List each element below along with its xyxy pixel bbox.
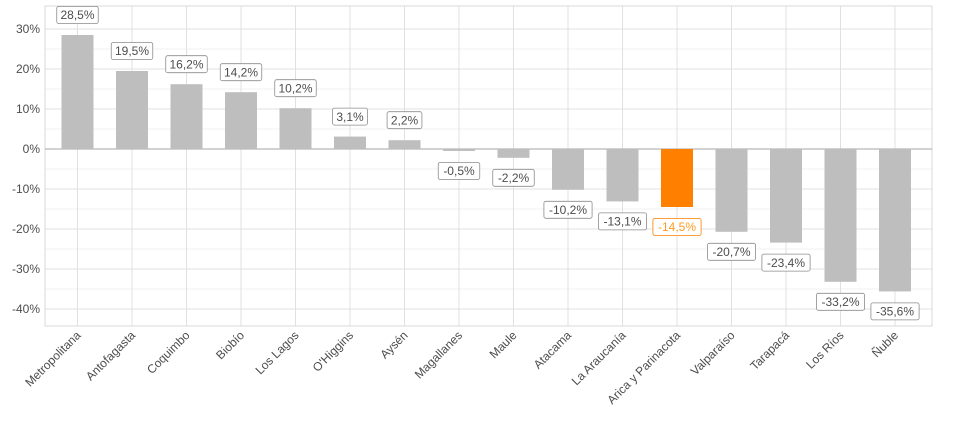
x-axis: Metropolitana Antofagasta Coquimbo Biobío Lo… [22, 328, 901, 407]
data-label-box [870, 302, 920, 321]
y-tick-label: -40% [12, 302, 40, 316]
x-tick-label: Los Lagos [253, 328, 302, 377]
data-label: -35,6% [870, 302, 920, 321]
data-label-box [492, 168, 535, 187]
x-tick-label: La Araucanía [569, 328, 629, 388]
x-tick-label: Biobío [213, 328, 247, 362]
data-label-box [761, 253, 811, 272]
y-axis: 30% 20% 10% 0% -10% -20% -30% -40% [12, 22, 40, 316]
data-label-text: -10,2% [549, 203, 587, 217]
x-tick-label: Coquimbo [144, 328, 193, 377]
data-label-text: 19,5% [115, 44, 149, 58]
bar [225, 92, 257, 149]
data-label-text: 14,2% [224, 65, 258, 79]
bar [606, 149, 639, 202]
data-label-text: 3,1% [336, 110, 364, 124]
data-label: 28,5% [56, 6, 99, 24]
bar [170, 84, 203, 149]
y-tick-label: 30% [16, 22, 40, 36]
data-label: 10,2% [274, 79, 317, 98]
x-tick-label: Atacama [531, 328, 575, 372]
x-tick-label: Los Ríos [803, 328, 846, 371]
bars [61, 35, 911, 292]
data-label-text: -0,5% [443, 164, 475, 178]
data-label-box [56, 6, 99, 24]
data-label-text: 16,2% [169, 57, 203, 71]
bar [116, 71, 148, 149]
bar [279, 108, 312, 149]
data-label: -23,4% [761, 253, 811, 272]
y-tick-label: 20% [16, 62, 40, 76]
plot-panel-border [44, 5, 933, 327]
data-label: 19,5% [110, 42, 154, 60]
bar [61, 35, 94, 149]
data-label-box [110, 42, 154, 60]
data-label-box [543, 200, 593, 219]
x-tick-label: O'Higgins [310, 328, 356, 374]
data-label-box [165, 55, 208, 74]
x-tick-label: Magallanes [412, 328, 465, 381]
bar [497, 149, 530, 158]
data-label: -13,1% [598, 212, 648, 231]
data-label-text: 10,2% [278, 81, 312, 95]
x-tick-label: Metropolitana [22, 328, 84, 390]
y-tick-label: 0% [23, 142, 41, 156]
data-label-text: 2,2% [391, 113, 419, 127]
x-tick-label: Antofagasta [83, 328, 138, 383]
data-labels: 28,5% 19,5% 16,2% 14,2% 10,2% 3,1% 2,2% -0,5% -2… [56, 6, 920, 321]
bar [443, 149, 475, 151]
data-label: -10,2% [543, 200, 593, 219]
bar [715, 149, 748, 232]
data-label: -20,7% [707, 242, 757, 261]
data-label-text: 28,5% [60, 8, 94, 22]
data-label-text: -33,2% [821, 295, 859, 309]
data-label-box [332, 107, 368, 126]
data-label-box [707, 242, 757, 261]
data-label-text: -2,2% [498, 171, 530, 185]
y-tick-label: -10% [12, 182, 40, 196]
data-label: 16,2% [165, 55, 208, 74]
data-label-box [386, 111, 423, 130]
data-label-box [219, 63, 263, 82]
data-label: -33,2% [816, 292, 866, 311]
x-tick-label: Maule [487, 328, 520, 361]
bar [879, 149, 911, 292]
y-tick-label: -20% [12, 222, 40, 236]
data-label-box [598, 212, 648, 231]
bar [824, 149, 857, 282]
data-label-text: -14,5% [658, 220, 696, 234]
data-label-box [437, 162, 481, 180]
bar [770, 149, 802, 243]
bar [334, 136, 366, 149]
bar [388, 140, 421, 149]
data-label: -14,5% [652, 218, 702, 236]
data-label: 2,2% [386, 111, 423, 130]
bar [552, 149, 584, 190]
data-label-box [652, 218, 702, 236]
x-tick-label: Tarapacá [747, 328, 792, 373]
data-label: -0,5% [437, 162, 481, 180]
x-tick-label: Ñuble [869, 328, 901, 360]
data-label-text: -20,7% [712, 245, 750, 259]
data-label-text: -35,6% [876, 305, 914, 319]
y-tick-label: -30% [12, 262, 40, 276]
data-label: -2,2% [492, 168, 535, 187]
y-tick-label: 10% [16, 102, 40, 116]
data-label: 14,2% [219, 63, 263, 82]
data-label-box [274, 79, 317, 98]
x-tick-label: Aysén [377, 328, 410, 361]
data-label-box [816, 292, 866, 311]
data-label-text: -13,1% [603, 215, 641, 229]
data-label-text: -23,4% [767, 256, 805, 270]
data-label: 3,1% [332, 107, 368, 126]
x-tick-label: Valparaíso [688, 328, 738, 378]
bar-highlighted [661, 149, 693, 207]
